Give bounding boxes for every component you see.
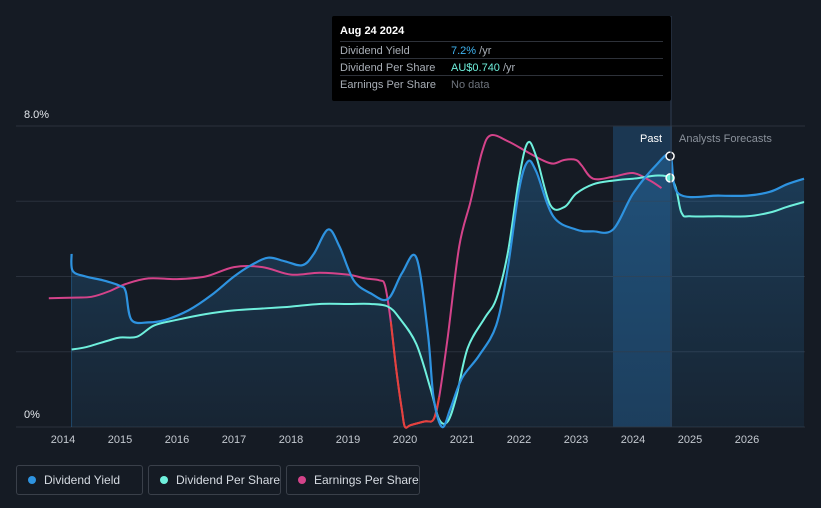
tooltip-row-dividend-per-share: Dividend Per Share AU$0.740 /yr <box>340 58 663 76</box>
earnings-per-share-low-segment <box>389 321 441 429</box>
x-tick-label: 2020 <box>393 434 417 446</box>
tooltip-value: No data <box>451 79 490 91</box>
legend-item-earnings-per-share[interactable]: Earnings Per Share <box>286 465 420 495</box>
x-tick-label: 2018 <box>279 434 303 446</box>
tooltip-date: Aug 24 2024 <box>340 25 405 37</box>
x-tick-label: 2021 <box>450 434 474 446</box>
x-tick-label: 2022 <box>507 434 531 446</box>
x-tick-label: 2019 <box>336 434 360 446</box>
legend-dot-icon <box>160 476 168 484</box>
tooltip-label: Earnings Per Share <box>340 79 436 91</box>
legend-label: Dividend Per Share <box>176 473 281 487</box>
hover-tooltip: Aug 24 2024 Dividend Yield 7.2% /yr Divi… <box>332 16 671 101</box>
dividend-yield-marker <box>665 151 675 161</box>
tooltip-row-earnings-per-share: Earnings Per Share No data <box>340 75 663 93</box>
hover-markers <box>665 151 675 183</box>
tooltip-value: 7.2% /yr <box>451 45 492 57</box>
x-tick-label: 2015 <box>108 434 132 446</box>
x-tick-label: 2024 <box>621 434 645 446</box>
dividend-yield-area <box>71 154 804 428</box>
x-tick-label: 2014 <box>51 434 75 446</box>
x-tick-label: 2026 <box>735 434 759 446</box>
legend-dot-icon <box>298 476 306 484</box>
dividend-per-share-marker <box>665 173 675 183</box>
tooltip-value: AU$0.740 /yr <box>451 62 516 74</box>
x-tick-label: 2023 <box>564 434 588 446</box>
legend-label: Dividend Yield <box>44 473 121 487</box>
x-axis-ticks: 2014 2015 2016 2017 2018 2019 2020 2021 2022 2023… <box>51 434 759 446</box>
tooltip-label: Dividend Per Share <box>340 62 436 74</box>
y-axis-bottom-label: 0% <box>24 409 40 421</box>
tooltip-row-dividend-yield: Dividend Yield 7.2% /yr <box>340 41 663 59</box>
series-areas <box>71 154 804 428</box>
y-axis-top-label: 8.0% <box>24 109 49 121</box>
legend-item-dividend-per-share[interactable]: Dividend Per Share <box>148 465 281 495</box>
legend-label: Earnings Per Share <box>314 473 419 487</box>
forecast-region-label: Analysts Forecasts <box>679 133 772 145</box>
legend-dot-icon <box>28 476 36 484</box>
dividend-yield-line <box>70 153 805 429</box>
x-tick-label: 2016 <box>165 434 189 446</box>
legend-item-dividend-yield[interactable]: Dividend Yield <box>16 465 143 495</box>
x-tick-label: 2025 <box>678 434 702 446</box>
past-region-label: Past <box>640 133 662 145</box>
x-tick-label: 2017 <box>222 434 246 446</box>
tooltip-label: Dividend Yield <box>340 45 410 57</box>
